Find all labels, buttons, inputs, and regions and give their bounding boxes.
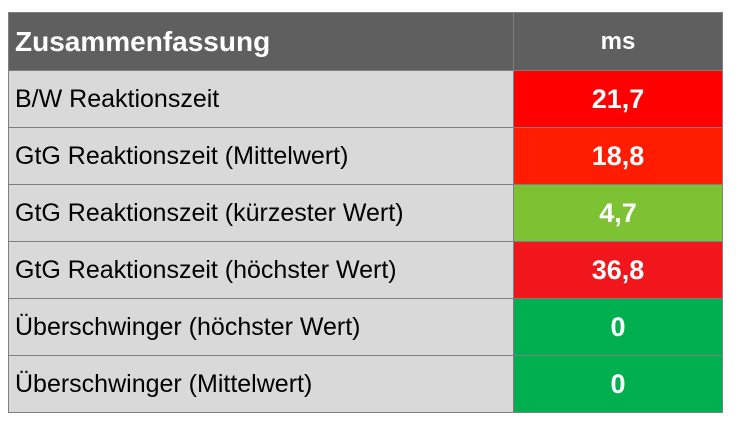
header-unit: ms xyxy=(513,12,723,71)
row-label: Überschwinger (höchster Wert) xyxy=(8,298,514,356)
summary-table: Zusammenfassung ms B/W Reaktionszeit 21,… xyxy=(8,12,723,413)
row-value: 0 xyxy=(513,298,723,356)
row-value: 4,7 xyxy=(513,184,723,242)
table-row: GtG Reaktionszeit (kürzester Wert) 4,7 xyxy=(8,184,723,242)
row-label: GtG Reaktionszeit (kürzester Wert) xyxy=(8,184,514,242)
table-row: Überschwinger (höchster Wert) 0 xyxy=(8,298,723,356)
table-row: GtG Reaktionszeit (Mittelwert) 18,8 xyxy=(8,127,723,185)
header-row: Zusammenfassung ms xyxy=(8,12,723,71)
table-row: GtG Reaktionszeit (höchster Wert) 36,8 xyxy=(8,241,723,299)
table-row: Überschwinger (Mittelwert) 0 xyxy=(8,355,723,413)
row-value: 21,7 xyxy=(513,70,723,128)
table-body: B/W Reaktionszeit 21,7 GtG Reaktionszeit… xyxy=(8,70,723,413)
row-label: Überschwinger (Mittelwert) xyxy=(8,355,514,413)
row-label: B/W Reaktionszeit xyxy=(8,70,514,128)
table-row: B/W Reaktionszeit 21,7 xyxy=(8,70,723,128)
row-value: 18,8 xyxy=(513,127,723,185)
header-label: Zusammenfassung xyxy=(8,12,514,71)
row-label: GtG Reaktionszeit (Mittelwert) xyxy=(8,127,514,185)
row-value: 36,8 xyxy=(513,241,723,299)
row-label: GtG Reaktionszeit (höchster Wert) xyxy=(8,241,514,299)
row-value: 0 xyxy=(513,355,723,413)
